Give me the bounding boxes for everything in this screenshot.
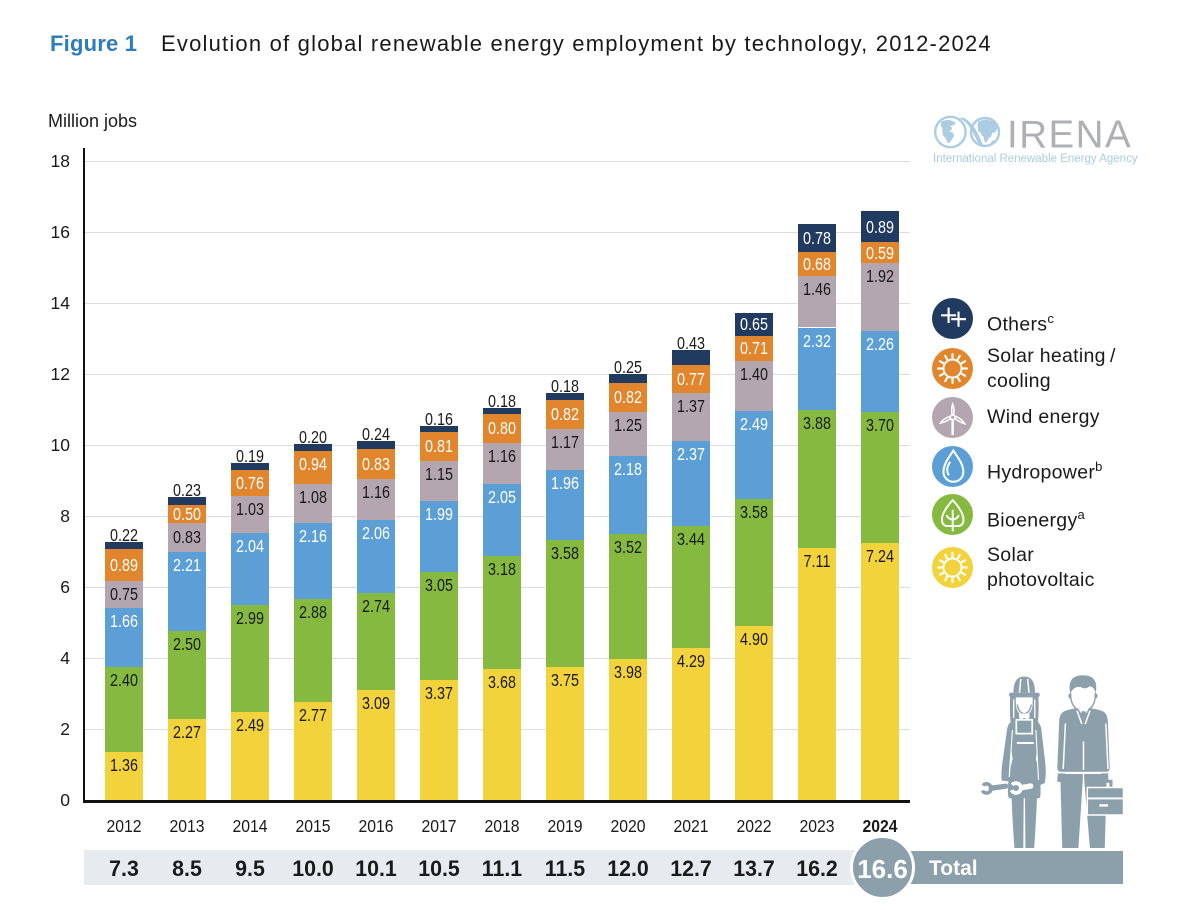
svg-text:IRENA: IRENA bbox=[1007, 114, 1132, 157]
